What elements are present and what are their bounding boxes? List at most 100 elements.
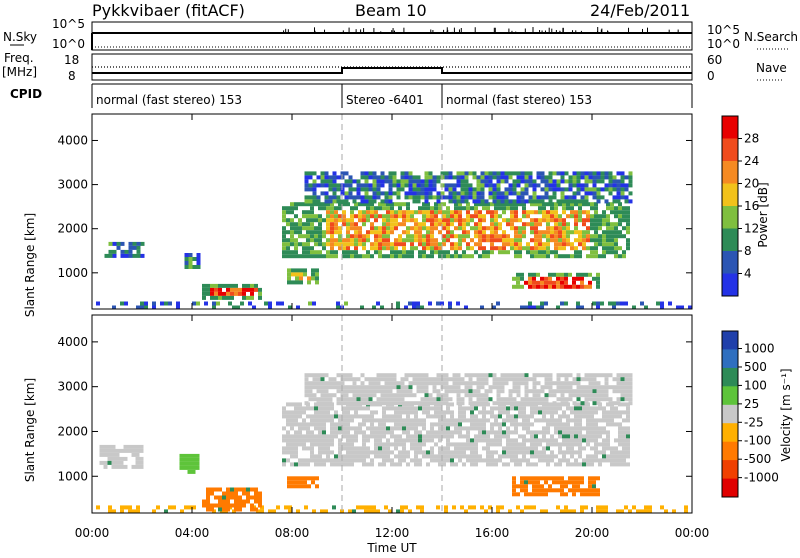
- echo-cell: [576, 393, 581, 398]
- echo-cell: [432, 401, 437, 406]
- echo-cell: [295, 476, 299, 481]
- echo-cell: [636, 509, 640, 514]
- echo-cell: [96, 301, 100, 306]
- echo-cell: [452, 195, 457, 200]
- echo-cell: [584, 195, 589, 200]
- echo-cell: [592, 191, 597, 196]
- echo-cell: [566, 230, 570, 235]
- echo-cell: [486, 438, 490, 443]
- echo-cell: [564, 505, 568, 510]
- echo-cell: [210, 487, 214, 492]
- echo-cell: [312, 397, 317, 402]
- echo-cell: [430, 238, 434, 243]
- echo-cell: [568, 393, 573, 398]
- echo-cell: [550, 202, 554, 207]
- echo-cell: [592, 276, 596, 281]
- echo-cell: [362, 406, 366, 411]
- echo-cell: [626, 438, 630, 443]
- echo-cell: [464, 199, 469, 204]
- echo-cell: [534, 226, 538, 231]
- echo-cell: [456, 397, 461, 402]
- echo-cell: [315, 476, 319, 481]
- echo-cell: [558, 246, 562, 251]
- echo-cell: [584, 199, 589, 204]
- echo-cell: [516, 179, 521, 184]
- echo-cell: [628, 509, 632, 514]
- echo-cell: [330, 450, 334, 455]
- echo-cell: [514, 246, 518, 251]
- echo-cell: [362, 446, 366, 451]
- echo-cell: [456, 183, 461, 188]
- echo-cell: [214, 503, 218, 508]
- echo-cell: [386, 454, 390, 459]
- echo-cell: [536, 280, 540, 285]
- echo-cell: [452, 381, 457, 386]
- echo-cell: [342, 210, 346, 215]
- echo-cell: [422, 442, 426, 447]
- echo-cell: [488, 397, 493, 402]
- echo-cell: [568, 509, 572, 514]
- echo-cell: [188, 261, 193, 265]
- echo-cell: [338, 226, 342, 231]
- echo-cell: [360, 175, 365, 180]
- echo-cell: [480, 179, 485, 184]
- echo-cell: [466, 202, 470, 207]
- echo-cell: [516, 381, 521, 386]
- echo-cell: [538, 250, 542, 255]
- echo-cell: [294, 246, 298, 251]
- echo-cell: [452, 373, 457, 378]
- echo-cell: [624, 389, 629, 394]
- echo-cell: [378, 426, 382, 431]
- echo-cell: [526, 418, 530, 423]
- echo-cell: [310, 446, 314, 451]
- echo-cell: [482, 246, 486, 251]
- echo-cell: [436, 175, 441, 180]
- echo-cell: [494, 246, 498, 251]
- echo-cell: [324, 509, 328, 514]
- echo-cell: [222, 283, 226, 288]
- echo-cell: [314, 218, 318, 223]
- echo-cell: [418, 234, 422, 239]
- echo-cell: [442, 462, 446, 467]
- echo-cell: [618, 214, 622, 219]
- echo-cell: [400, 187, 405, 192]
- echo-cell: [338, 446, 342, 451]
- echo-cell: [580, 480, 584, 485]
- echo-cell: [598, 242, 602, 247]
- echo-cell: [660, 505, 664, 510]
- echo-cell: [370, 458, 374, 463]
- echo-cell: [350, 234, 354, 239]
- echo-cell: [368, 195, 373, 200]
- echo-cell: [352, 401, 357, 406]
- echo-cell: [107, 444, 112, 449]
- echo-cell: [366, 230, 370, 235]
- echo-cell: [550, 438, 554, 443]
- echo-cell: [598, 442, 602, 447]
- echo-cell: [520, 401, 525, 406]
- echo-cell: [576, 377, 581, 382]
- echo-cell: [342, 414, 346, 419]
- echo-cell: [596, 397, 601, 402]
- echo-cell: [346, 462, 350, 467]
- echo-cell: [287, 276, 291, 281]
- echo-cell: [614, 458, 618, 463]
- echo-cell: [480, 401, 485, 406]
- echo-cell: [542, 210, 546, 215]
- echo-cell: [136, 505, 140, 510]
- echo-cell: [478, 254, 482, 259]
- echo-cell: [346, 238, 350, 243]
- echo-cell: [568, 476, 572, 481]
- echo-cell: [206, 503, 210, 508]
- echo-cell: [414, 234, 418, 239]
- echo-cell: [450, 234, 454, 239]
- echo-cell: [622, 450, 626, 455]
- cpid-segment-label: normal (fast stereo) 153: [446, 93, 592, 107]
- echo-cell: [546, 406, 550, 411]
- echo-cell: [596, 276, 600, 281]
- echo-cell: [424, 401, 429, 406]
- echo-cell: [518, 450, 522, 455]
- echo-cell: [342, 238, 346, 243]
- echo-cell: [372, 505, 376, 510]
- echo-cell: [540, 199, 545, 204]
- echo-cell: [354, 438, 358, 443]
